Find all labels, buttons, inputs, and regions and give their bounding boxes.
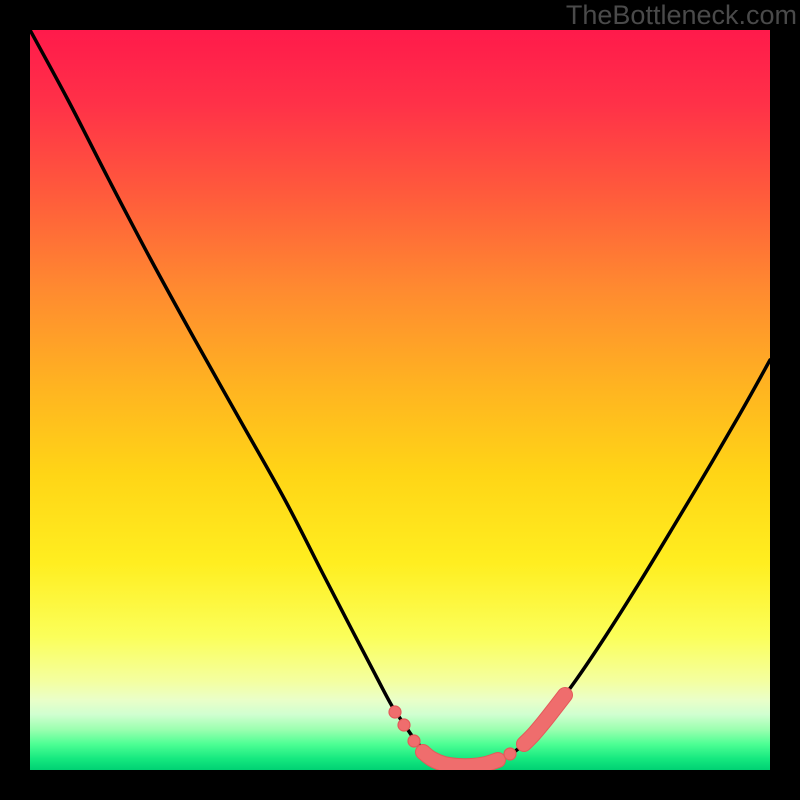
marker-dot — [398, 719, 410, 731]
marker-dot — [408, 735, 420, 747]
marker-dot — [504, 748, 516, 760]
chart-svg — [30, 30, 770, 770]
watermark-text: TheBottleneck.com — [566, 0, 797, 31]
marker-dot — [389, 706, 401, 718]
plot-area — [30, 30, 770, 770]
valley-curve — [30, 30, 770, 766]
marker-segment — [524, 695, 565, 744]
